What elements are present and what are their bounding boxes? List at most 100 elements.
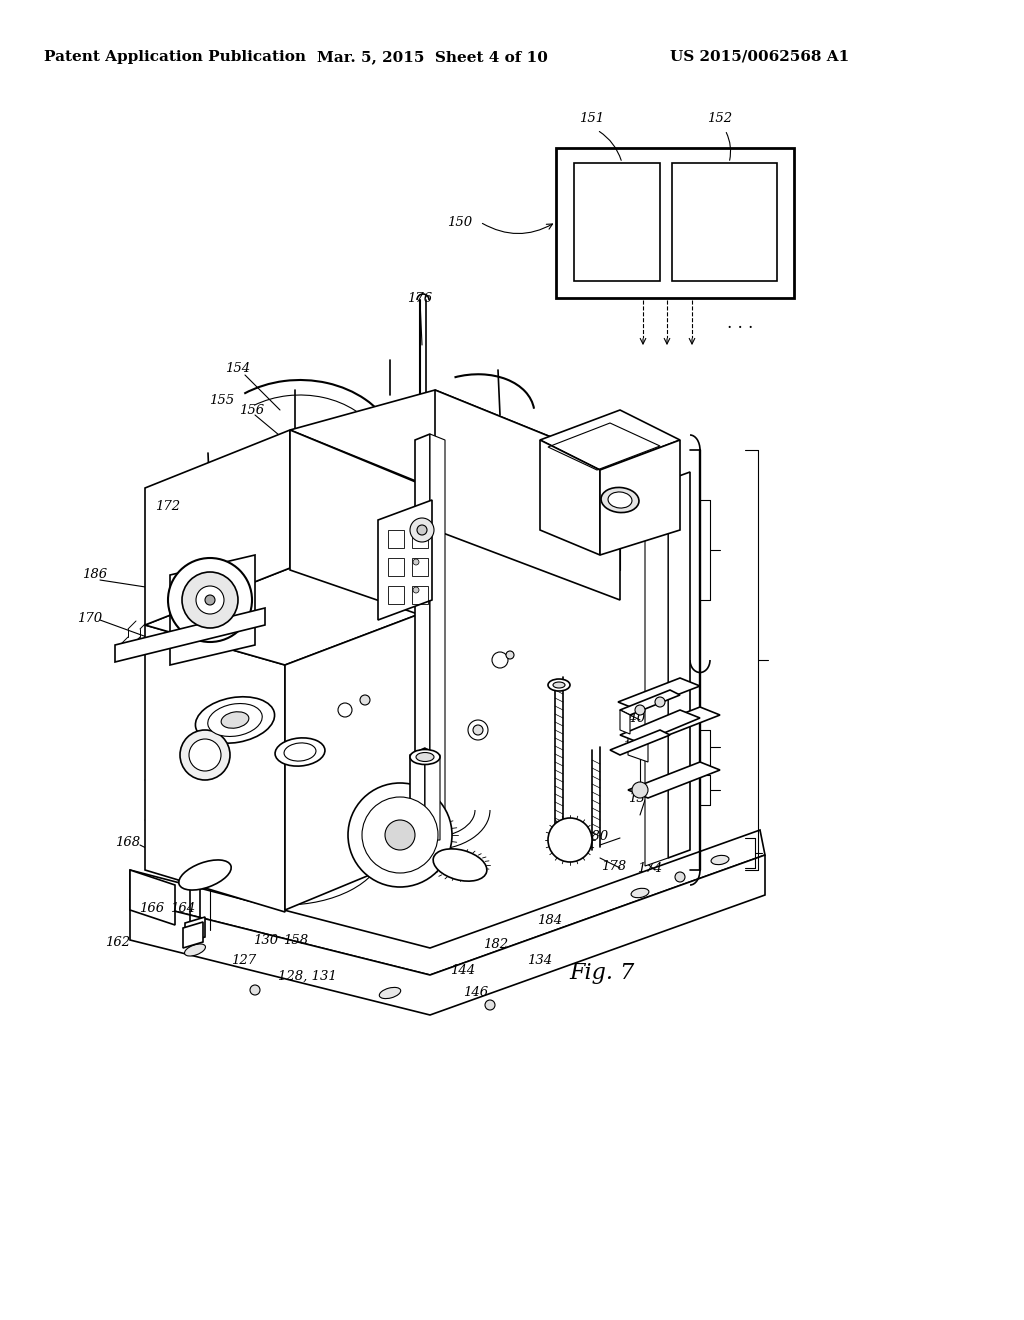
Ellipse shape xyxy=(553,682,565,688)
Polygon shape xyxy=(628,762,720,799)
Circle shape xyxy=(205,595,215,605)
Text: Mar. 5, 2015  Sheet 4 of 10: Mar. 5, 2015 Sheet 4 of 10 xyxy=(316,50,548,63)
Polygon shape xyxy=(130,855,765,1015)
Text: 166: 166 xyxy=(139,902,165,915)
Ellipse shape xyxy=(601,487,639,512)
Circle shape xyxy=(548,818,592,862)
Text: 136: 136 xyxy=(629,792,653,804)
Ellipse shape xyxy=(608,492,632,508)
Polygon shape xyxy=(378,500,432,620)
Polygon shape xyxy=(170,554,255,665)
Text: 128, 131: 128, 131 xyxy=(278,969,336,982)
Polygon shape xyxy=(145,430,290,624)
Text: Fig. 7: Fig. 7 xyxy=(569,962,635,983)
Polygon shape xyxy=(618,678,700,710)
Text: 186: 186 xyxy=(83,569,108,582)
Polygon shape xyxy=(430,434,445,855)
Polygon shape xyxy=(620,690,680,715)
Text: . . .: . . . xyxy=(727,315,753,333)
Polygon shape xyxy=(556,148,794,298)
Text: 126: 126 xyxy=(657,532,683,544)
Polygon shape xyxy=(540,440,600,554)
Text: 176: 176 xyxy=(408,292,432,305)
Ellipse shape xyxy=(221,711,249,729)
Polygon shape xyxy=(620,710,700,743)
Ellipse shape xyxy=(275,738,325,766)
Circle shape xyxy=(250,985,260,995)
Polygon shape xyxy=(574,162,660,281)
Polygon shape xyxy=(130,870,175,925)
Polygon shape xyxy=(415,434,430,855)
Text: 132: 132 xyxy=(666,751,690,764)
Text: 155: 155 xyxy=(210,393,234,407)
Text: 153: 153 xyxy=(597,502,623,515)
Text: 130: 130 xyxy=(253,933,279,946)
Ellipse shape xyxy=(631,888,649,898)
Text: 134: 134 xyxy=(527,953,553,966)
Text: 182: 182 xyxy=(483,937,509,950)
Text: 140: 140 xyxy=(621,711,645,725)
Circle shape xyxy=(348,783,452,887)
Circle shape xyxy=(473,725,483,735)
Text: 150: 150 xyxy=(446,215,472,228)
Polygon shape xyxy=(130,830,765,975)
Circle shape xyxy=(360,696,370,705)
Polygon shape xyxy=(185,917,205,942)
Circle shape xyxy=(362,797,438,873)
Circle shape xyxy=(385,820,415,850)
Circle shape xyxy=(506,651,514,659)
Circle shape xyxy=(410,517,434,543)
Text: 164: 164 xyxy=(170,902,196,915)
Text: 174: 174 xyxy=(637,862,663,874)
Text: 156: 156 xyxy=(240,404,264,417)
Polygon shape xyxy=(628,735,648,762)
Text: US 2015/0062568 A1: US 2015/0062568 A1 xyxy=(671,50,850,63)
Polygon shape xyxy=(425,748,440,840)
Text: 158: 158 xyxy=(284,933,308,946)
Text: 127: 127 xyxy=(231,953,257,966)
Text: 146: 146 xyxy=(464,986,488,998)
Circle shape xyxy=(635,705,645,715)
Text: 152: 152 xyxy=(708,112,732,125)
Text: 178: 178 xyxy=(601,859,627,873)
Polygon shape xyxy=(145,568,430,665)
Text: 129: 129 xyxy=(600,535,626,548)
Text: 170: 170 xyxy=(78,611,102,624)
Polygon shape xyxy=(645,480,668,866)
Polygon shape xyxy=(540,411,680,470)
Ellipse shape xyxy=(379,987,400,999)
Text: Patent Application Publication: Patent Application Publication xyxy=(44,50,306,63)
Ellipse shape xyxy=(548,678,570,690)
Ellipse shape xyxy=(179,859,231,890)
Circle shape xyxy=(413,558,419,565)
Circle shape xyxy=(632,781,648,799)
Polygon shape xyxy=(290,430,435,620)
Text: 138: 138 xyxy=(598,466,624,479)
Polygon shape xyxy=(183,921,203,948)
Circle shape xyxy=(196,586,224,614)
Polygon shape xyxy=(600,440,680,554)
Circle shape xyxy=(417,525,427,535)
Polygon shape xyxy=(115,609,265,663)
Text: 172: 172 xyxy=(156,500,180,513)
Circle shape xyxy=(189,739,221,771)
Polygon shape xyxy=(145,624,285,912)
Ellipse shape xyxy=(208,704,262,737)
Text: 184: 184 xyxy=(538,913,562,927)
Ellipse shape xyxy=(433,849,486,882)
Circle shape xyxy=(485,1001,495,1010)
Text: 162: 162 xyxy=(105,936,131,949)
Polygon shape xyxy=(620,710,630,734)
Text: 151: 151 xyxy=(580,112,604,125)
Polygon shape xyxy=(410,748,425,847)
Polygon shape xyxy=(668,473,690,858)
Polygon shape xyxy=(285,610,430,909)
Polygon shape xyxy=(290,389,620,506)
Ellipse shape xyxy=(711,855,729,865)
Circle shape xyxy=(413,531,419,537)
Circle shape xyxy=(675,873,685,882)
Ellipse shape xyxy=(416,752,434,762)
Polygon shape xyxy=(435,389,620,601)
Text: 142: 142 xyxy=(623,739,647,752)
Circle shape xyxy=(182,572,238,628)
